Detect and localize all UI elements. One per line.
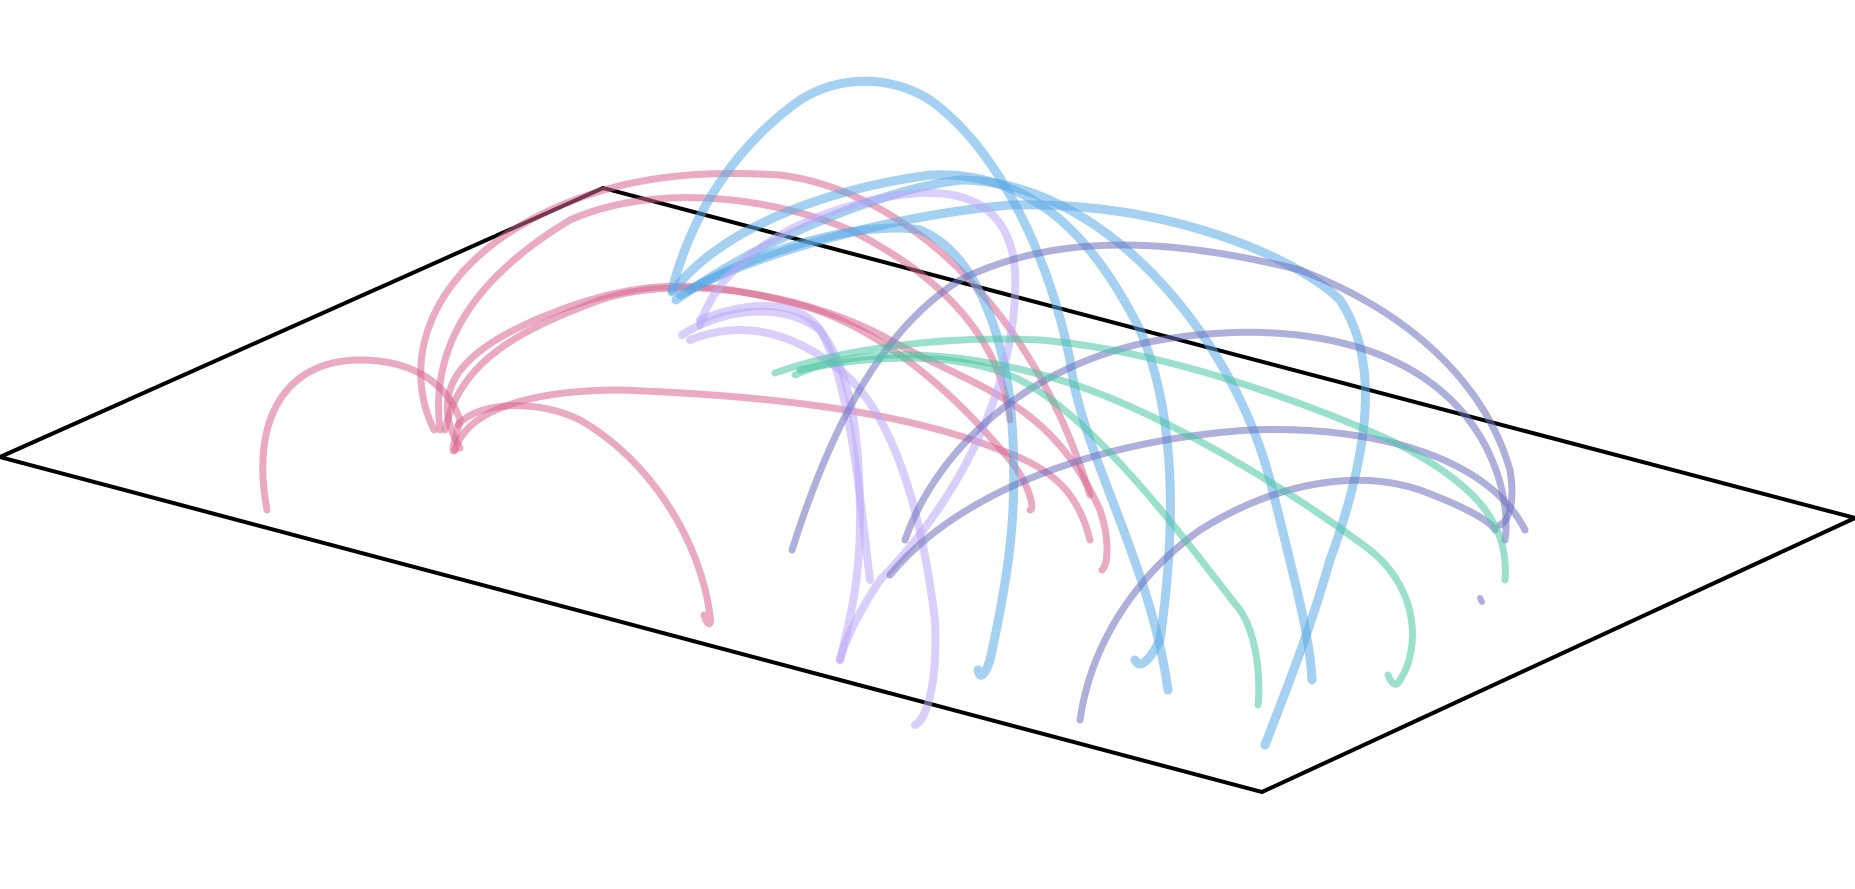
ground-plane [0, 185, 1855, 795]
indigo-arc [886, 426, 1529, 579]
pink-arc [441, 284, 1111, 574]
sky-arc [667, 170, 1175, 669]
lavender-arc [696, 302, 874, 584]
sky-arc-group [667, 76, 1370, 750]
indigo-arc-group [788, 241, 1529, 724]
sky-arc [667, 76, 1173, 695]
pink-arc [454, 402, 714, 628]
lavender-arc-group [678, 188, 1020, 729]
teal-arc-group [771, 335, 1509, 709]
lavender-arc [696, 188, 1020, 664]
pink-arc [259, 356, 464, 514]
indigo-arc [1076, 476, 1499, 724]
sky-arc [671, 175, 1317, 685]
lavender-arc [686, 326, 940, 729]
pink-arc [435, 194, 1014, 434]
teal-arc [796, 354, 1263, 709]
teal-arc [771, 335, 1509, 584]
indigo-arc [901, 328, 1510, 544]
indigo-arc [788, 241, 1516, 554]
indigo-arc [1477, 595, 1485, 605]
